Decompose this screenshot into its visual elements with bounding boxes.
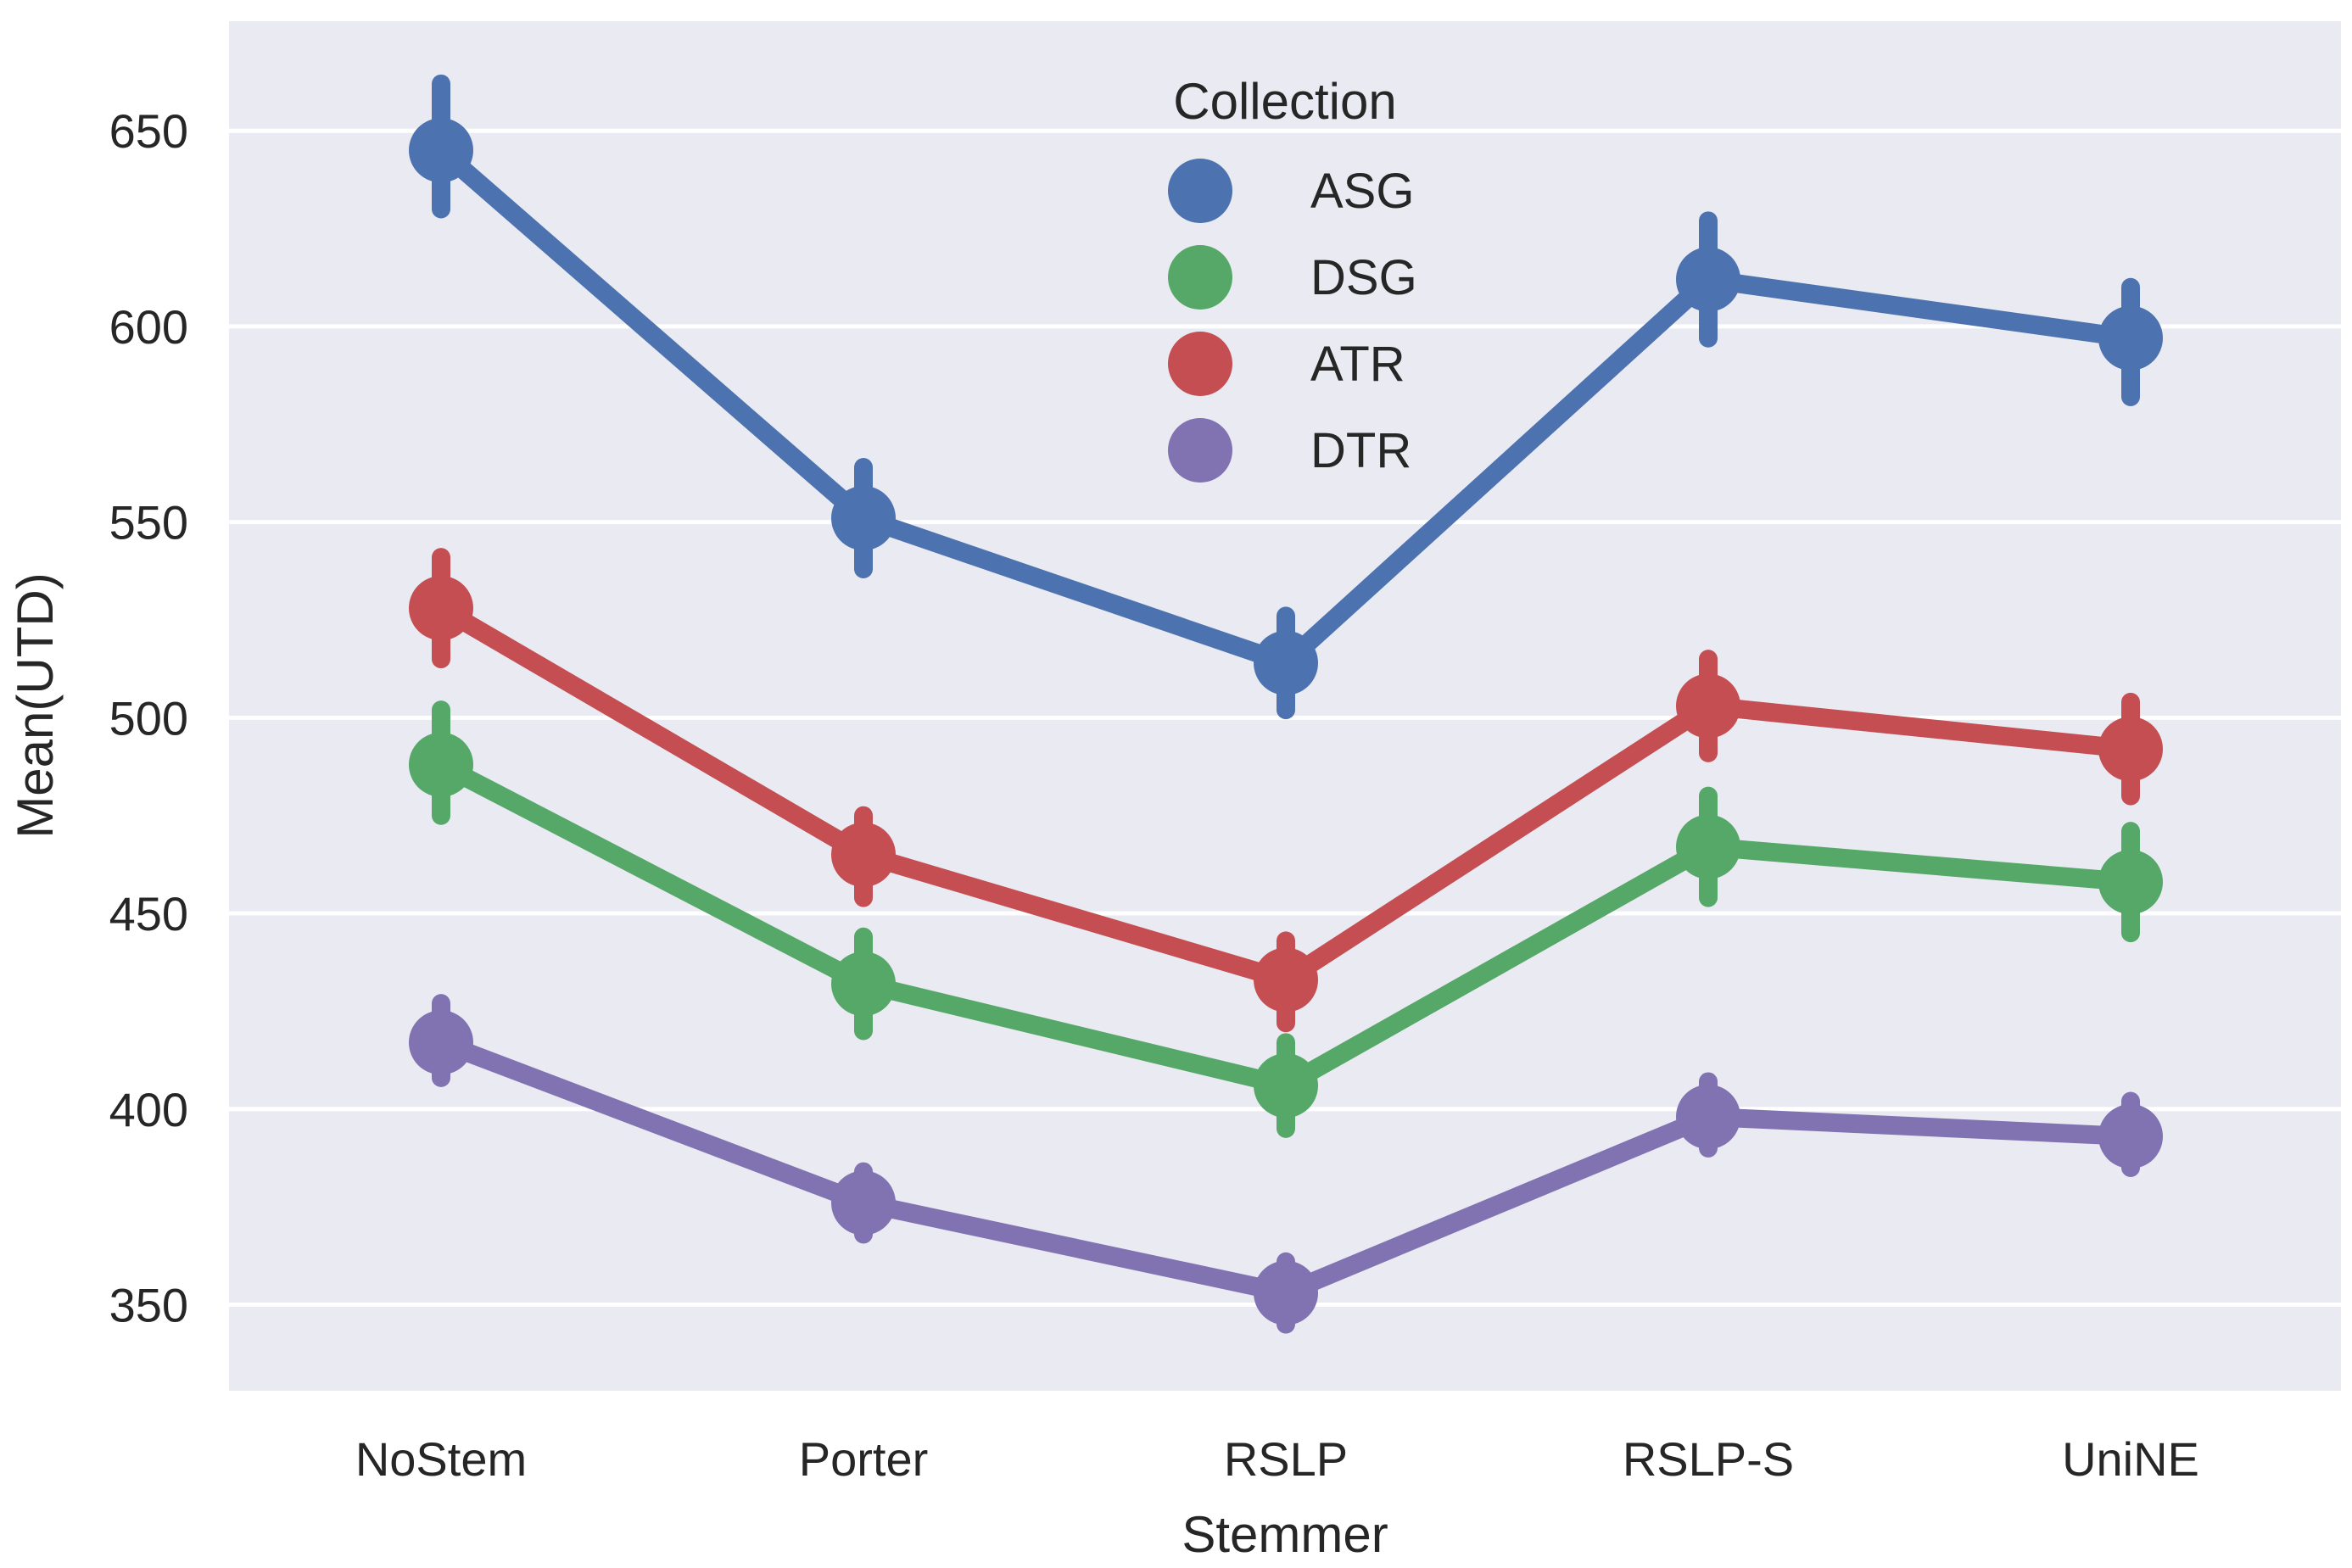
- data-point: [831, 1170, 896, 1236]
- series-dsg: [409, 700, 2163, 1138]
- data-point: [1676, 247, 1740, 312]
- data-point: [2098, 305, 2163, 371]
- data-point: [831, 822, 896, 887]
- x-tick-label: RSLP: [1224, 1432, 1348, 1486]
- data-point: [1254, 1053, 1318, 1119]
- x-tick-label: Porter: [799, 1432, 929, 1486]
- legend-marker-asg: [1168, 159, 1232, 223]
- y-tick-label: 450: [109, 887, 188, 940]
- y-tick-label: 500: [109, 691, 188, 745]
- y-tick-label: 600: [109, 300, 188, 354]
- legend-label: DSG: [1310, 250, 1417, 305]
- series-dtr: [409, 994, 2163, 1334]
- data-point: [1254, 630, 1318, 695]
- legend: Collection ASG DSG ATR DTR: [1168, 73, 1417, 483]
- legend-label: ATR: [1310, 337, 1405, 392]
- data-point: [409, 118, 473, 183]
- series-asg: [409, 74, 2163, 720]
- data-point: [1676, 814, 1740, 879]
- data-point: [1254, 947, 1318, 1013]
- data-point: [409, 732, 473, 797]
- data-point: [409, 576, 473, 641]
- y-tick-label: 650: [109, 104, 188, 158]
- data-point: [831, 486, 896, 551]
- data-point: [2098, 1104, 2163, 1169]
- x-axis-title: Stemmer: [1182, 1506, 1388, 1563]
- data-point: [1676, 1085, 1740, 1149]
- series-layer: [409, 74, 2163, 1334]
- data-point: [2098, 717, 2163, 782]
- legend-title: Collection: [1173, 73, 1396, 130]
- legend-marker-atr: [1168, 332, 1232, 396]
- data-point: [1254, 1260, 1318, 1325]
- x-tick-labels: NoStem Porter RSLP RSLP-S UniNE: [355, 1432, 2199, 1486]
- legend-label: DTR: [1310, 423, 1411, 478]
- x-tick-label: RSLP-S: [1623, 1432, 1794, 1486]
- legend-marker-dsg: [1168, 245, 1232, 310]
- data-point: [1676, 673, 1740, 739]
- y-tick-label: 550: [109, 496, 188, 550]
- legend-marker-dtr: [1168, 418, 1232, 483]
- x-tick-label: NoStem: [355, 1432, 527, 1486]
- x-tick-label: UniNE: [2062, 1432, 2199, 1486]
- data-point: [831, 951, 896, 1017]
- series-atr: [409, 548, 2163, 1033]
- legend-label: ASG: [1310, 164, 1415, 219]
- y-tick-labels: 350 400 450 500 550 600 650: [109, 104, 188, 1331]
- y-tick-label: 400: [109, 1083, 188, 1136]
- y-axis-title: Mean(UTD): [7, 572, 64, 838]
- data-point: [2098, 850, 2163, 915]
- y-tick-label: 350: [109, 1278, 188, 1331]
- data-point: [409, 1010, 473, 1075]
